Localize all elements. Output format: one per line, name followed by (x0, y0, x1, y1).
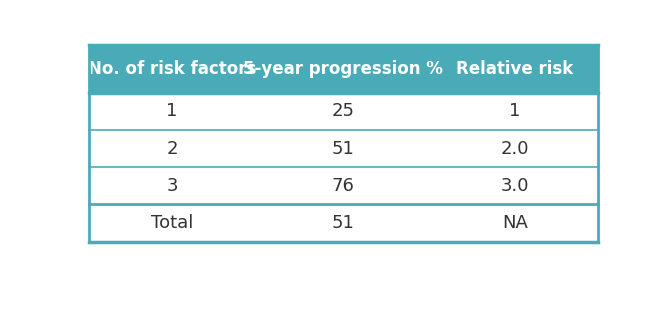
Text: 51: 51 (332, 139, 355, 158)
Text: 51: 51 (332, 214, 355, 232)
Text: 2: 2 (166, 139, 178, 158)
Text: NA: NA (502, 214, 528, 232)
Text: 3.0: 3.0 (500, 177, 529, 195)
Text: 1: 1 (509, 102, 521, 120)
Text: Total: Total (151, 214, 193, 232)
Text: No. of risk factors: No. of risk factors (88, 60, 256, 78)
Text: Relative risk: Relative risk (456, 60, 574, 78)
Text: 3: 3 (166, 177, 178, 195)
FancyBboxPatch shape (89, 45, 598, 93)
Text: 1: 1 (166, 102, 178, 120)
Text: 25: 25 (332, 102, 355, 120)
Text: 76: 76 (332, 177, 355, 195)
Text: 2.0: 2.0 (500, 139, 529, 158)
Text: 5-year progression %: 5-year progression % (243, 60, 444, 78)
